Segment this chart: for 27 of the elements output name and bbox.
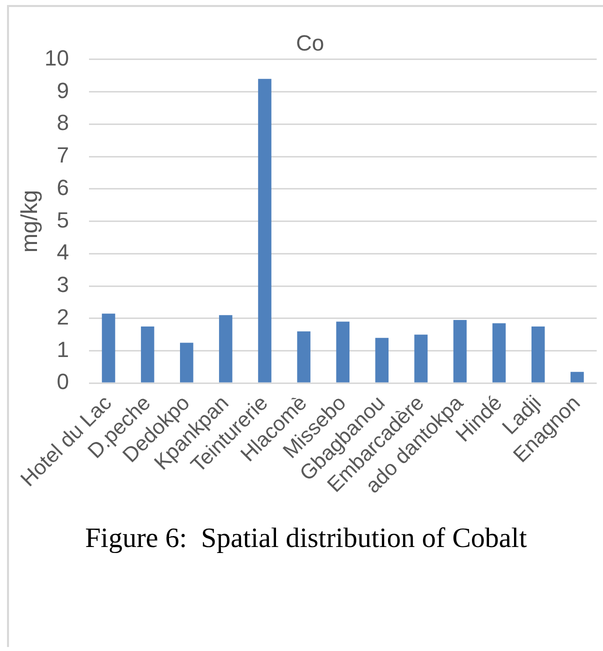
- bar: [375, 338, 389, 382]
- bar: [140, 326, 154, 382]
- y-tick-label: 7: [56, 142, 69, 168]
- bar: [414, 334, 428, 382]
- y-axis-title: mg/kg: [16, 190, 42, 253]
- y-tick-label: 5: [56, 207, 69, 232]
- y-tick-label: 6: [56, 174, 69, 200]
- chart-title: Co: [296, 30, 324, 56]
- y-tick-label: 8: [56, 110, 69, 136]
- bar: [297, 331, 310, 382]
- bar: [258, 78, 272, 382]
- y-tick-label: 1: [56, 336, 69, 362]
- y-tick-label: 10: [44, 45, 69, 70]
- y-tick-label: 9: [56, 78, 69, 103]
- bar: [102, 314, 116, 382]
- y-tick-label: 3: [56, 272, 69, 298]
- bar: [219, 315, 232, 382]
- bar: [570, 372, 584, 382]
- bar: [531, 326, 545, 382]
- caption: Figure 6: Spatial distribution of Cobalt: [85, 523, 527, 555]
- bar: [453, 320, 467, 382]
- y-tick-label: 0: [56, 369, 69, 394]
- y-tick-label: 4: [56, 240, 69, 265]
- bar: [492, 323, 506, 382]
- bar: [336, 322, 350, 382]
- y-tick-label: 2: [56, 304, 69, 330]
- bar: [180, 342, 194, 382]
